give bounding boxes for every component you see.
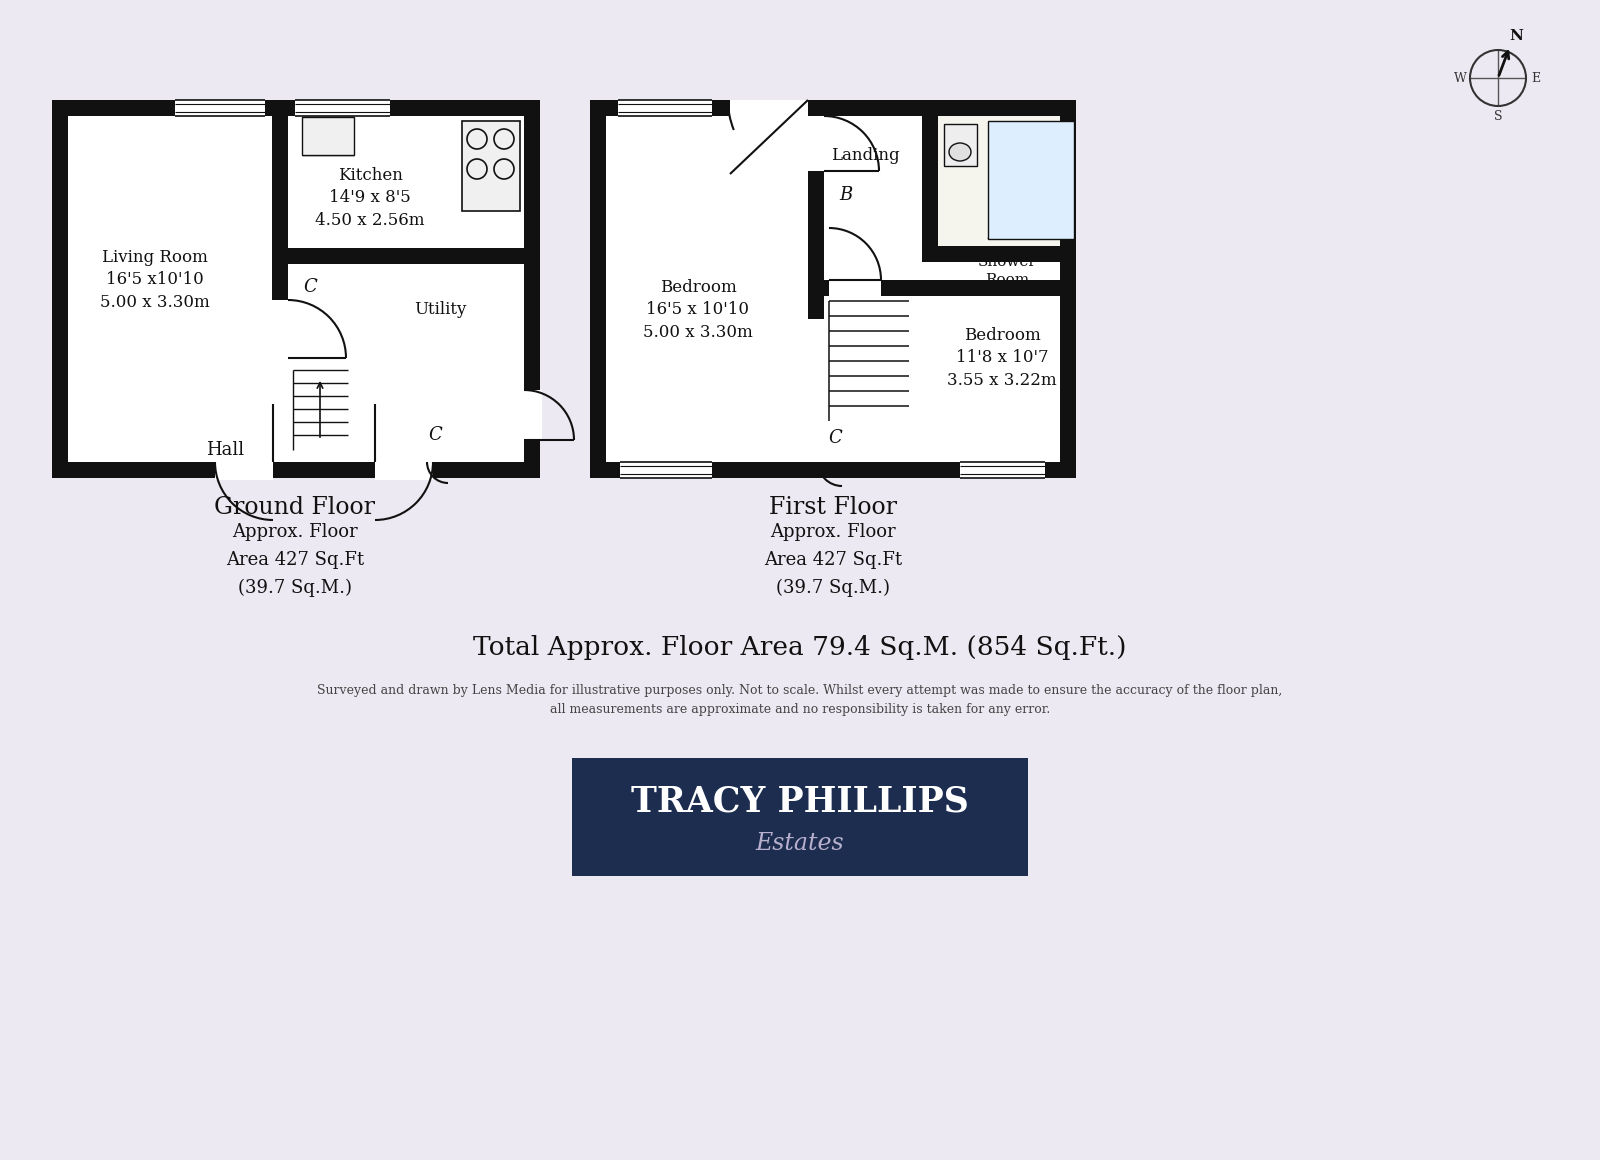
- Text: Total Approx. Floor Area 79.4 Sq.M. (854 Sq.Ft.): Total Approx. Floor Area 79.4 Sq.M. (854…: [474, 636, 1126, 660]
- Text: B: B: [840, 186, 853, 204]
- Bar: [51, 100, 67, 478]
- Bar: [730, 100, 808, 116]
- Bar: [808, 100, 824, 319]
- Text: Shower
Room: Shower Room: [978, 255, 1037, 288]
- Bar: [989, 121, 1074, 239]
- Bar: [174, 100, 266, 116]
- Bar: [944, 124, 978, 166]
- Bar: [922, 116, 938, 246]
- Text: C: C: [429, 426, 442, 444]
- Bar: [272, 100, 288, 319]
- Text: Kitchen
14'9 x 8'5
4.50 x 2.56m: Kitchen 14'9 x 8'5 4.50 x 2.56m: [315, 167, 424, 229]
- Bar: [922, 246, 1075, 262]
- Text: Landing: Landing: [830, 146, 899, 164]
- Text: Bedroom
11'8 x 10'7
3.55 x 3.22m: Bedroom 11'8 x 10'7 3.55 x 3.22m: [947, 327, 1058, 389]
- Bar: [374, 462, 434, 480]
- Bar: [51, 100, 541, 478]
- Bar: [621, 462, 712, 478]
- Bar: [214, 462, 274, 480]
- Text: Surveyed and drawn by Lens Media for illustrative purposes only. Not to scale. W: Surveyed and drawn by Lens Media for ill…: [317, 684, 1283, 716]
- Text: Estates: Estates: [755, 832, 845, 855]
- Ellipse shape: [949, 143, 971, 161]
- Bar: [590, 100, 1075, 116]
- Text: Living Room
16'5 x10'10
5.00 x 3.30m: Living Room 16'5 x10'10 5.00 x 3.30m: [101, 249, 210, 311]
- Text: Utility: Utility: [414, 302, 466, 319]
- Text: N: N: [1509, 29, 1523, 43]
- Text: First Floor: First Floor: [770, 496, 898, 520]
- Bar: [51, 462, 541, 478]
- Bar: [590, 100, 606, 478]
- Bar: [960, 462, 1045, 478]
- Bar: [618, 100, 712, 116]
- Text: C: C: [829, 429, 842, 447]
- Bar: [302, 117, 354, 155]
- Text: TRACY PHILLIPS: TRACY PHILLIPS: [630, 785, 970, 819]
- Bar: [808, 116, 826, 171]
- Bar: [462, 121, 520, 211]
- Text: Bedroom
16'5 x 10'10
5.00 x 3.30m: Bedroom 16'5 x 10'10 5.00 x 3.30m: [643, 280, 754, 341]
- Text: E: E: [1531, 72, 1541, 85]
- Bar: [288, 248, 525, 264]
- Bar: [272, 300, 290, 358]
- Text: W: W: [1453, 72, 1467, 85]
- Bar: [824, 280, 1059, 296]
- Text: C: C: [302, 278, 317, 296]
- Bar: [358, 462, 374, 478]
- Bar: [51, 100, 541, 116]
- Text: Ground Floor: Ground Floor: [214, 496, 376, 520]
- Text: Approx. Floor
Area 427 Sq.Ft
(39.7 Sq.M.): Approx. Floor Area 427 Sq.Ft (39.7 Sq.M.…: [763, 523, 902, 597]
- Bar: [1059, 100, 1075, 478]
- Text: Approx. Floor
Area 427 Sq.Ft
(39.7 Sq.M.): Approx. Floor Area 427 Sq.Ft (39.7 Sq.M.…: [226, 523, 365, 597]
- Bar: [573, 757, 1027, 876]
- Text: S: S: [1494, 109, 1502, 123]
- Bar: [525, 390, 542, 440]
- Bar: [294, 100, 390, 116]
- Bar: [829, 280, 882, 298]
- Bar: [525, 100, 541, 478]
- Text: Hall: Hall: [206, 441, 245, 459]
- Bar: [590, 100, 1075, 478]
- Bar: [590, 462, 1075, 478]
- Bar: [938, 116, 1075, 246]
